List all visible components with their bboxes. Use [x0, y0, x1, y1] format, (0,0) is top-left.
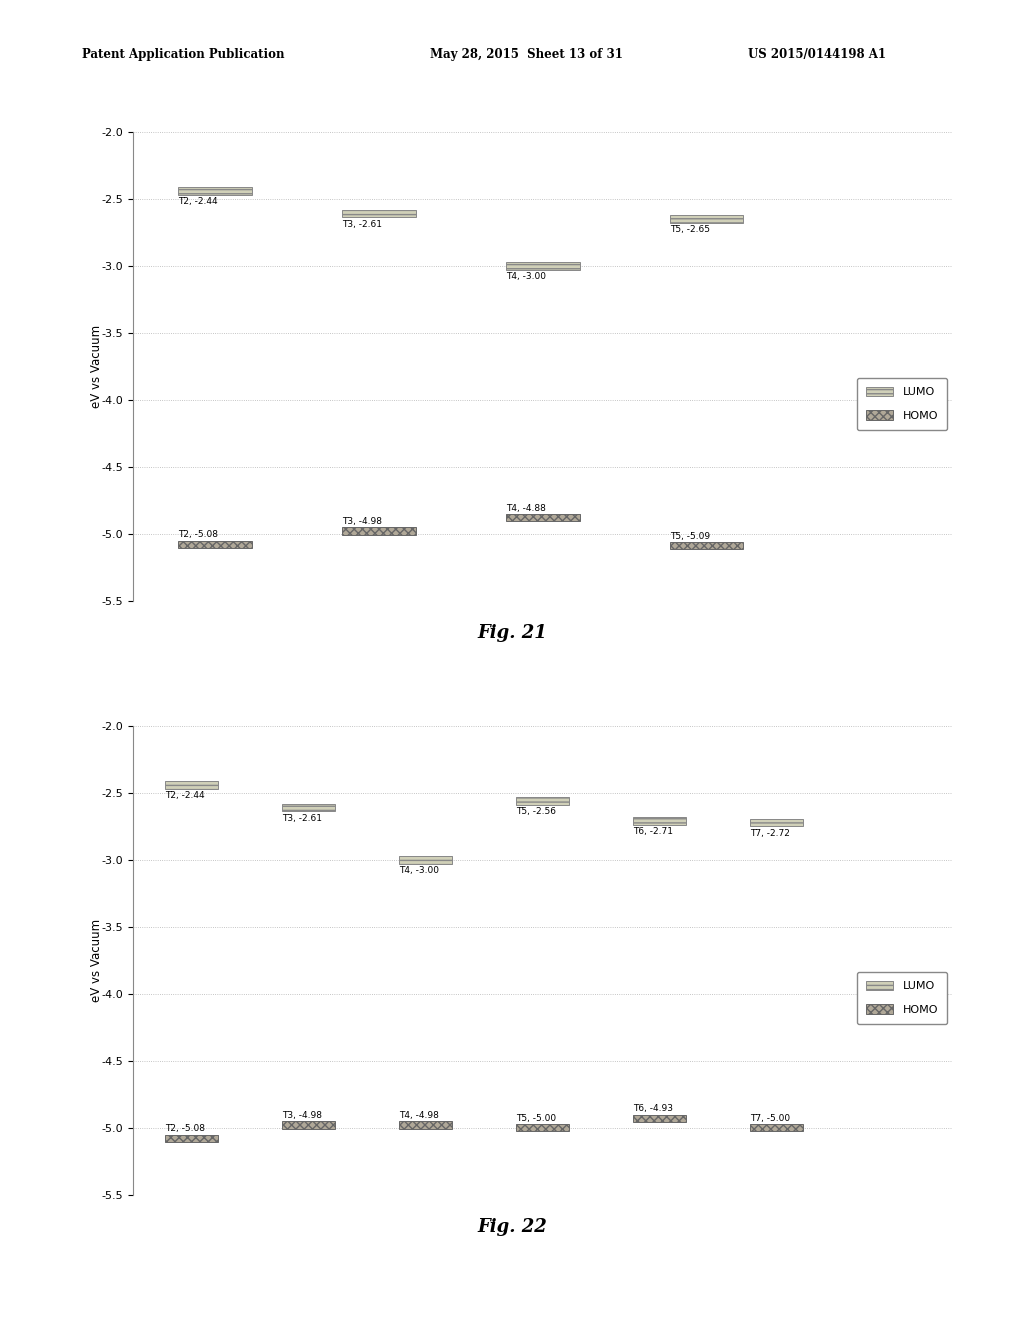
- Text: T7, -2.72: T7, -2.72: [751, 829, 791, 838]
- Bar: [342, 527, 416, 535]
- Legend: LUMO, HOMO: LUMO, HOMO: [857, 378, 947, 430]
- Text: T2, -2.44: T2, -2.44: [165, 791, 205, 800]
- Bar: [516, 1123, 569, 1131]
- Text: T4, -4.88: T4, -4.88: [506, 503, 546, 512]
- Bar: [342, 210, 416, 218]
- Bar: [283, 1121, 335, 1129]
- Text: T3, -2.61: T3, -2.61: [283, 814, 323, 824]
- Bar: [634, 817, 686, 825]
- Bar: [670, 215, 743, 223]
- Bar: [283, 804, 335, 812]
- Text: T3, -4.98: T3, -4.98: [342, 517, 382, 525]
- Text: T3, -2.61: T3, -2.61: [342, 220, 382, 230]
- Text: T7, -5.00: T7, -5.00: [751, 1114, 791, 1122]
- Text: T2, -5.08: T2, -5.08: [165, 1125, 205, 1134]
- Bar: [506, 263, 580, 269]
- Bar: [670, 543, 743, 549]
- Text: T2, -2.44: T2, -2.44: [178, 197, 218, 206]
- Text: T3, -4.98: T3, -4.98: [283, 1111, 323, 1119]
- Legend: LUMO, HOMO: LUMO, HOMO: [857, 972, 947, 1024]
- Text: Fig. 21: Fig. 21: [477, 624, 547, 643]
- Y-axis label: eV vs Vacuum: eV vs Vacuum: [89, 325, 102, 408]
- Text: T2, -5.08: T2, -5.08: [178, 531, 218, 540]
- Bar: [399, 1121, 452, 1129]
- Text: T6, -4.93: T6, -4.93: [634, 1105, 674, 1113]
- Y-axis label: eV vs Vacuum: eV vs Vacuum: [89, 919, 102, 1002]
- Bar: [751, 1123, 803, 1131]
- Bar: [506, 513, 580, 521]
- Bar: [751, 818, 803, 826]
- Text: T5, -2.56: T5, -2.56: [516, 808, 556, 816]
- Text: US 2015/0144198 A1: US 2015/0144198 A1: [748, 48, 886, 61]
- Bar: [399, 857, 452, 863]
- Bar: [178, 187, 252, 194]
- Bar: [165, 781, 218, 788]
- Bar: [634, 1114, 686, 1122]
- Text: T4, -3.00: T4, -3.00: [399, 866, 439, 875]
- Text: T5, -2.65: T5, -2.65: [670, 226, 710, 235]
- Text: May 28, 2015  Sheet 13 of 31: May 28, 2015 Sheet 13 of 31: [430, 48, 623, 61]
- Text: T5, -5.00: T5, -5.00: [516, 1114, 556, 1122]
- Text: Fig. 22: Fig. 22: [477, 1218, 547, 1237]
- Bar: [516, 797, 569, 805]
- Text: T5, -5.09: T5, -5.09: [670, 532, 710, 541]
- Bar: [178, 541, 252, 548]
- Text: T4, -4.98: T4, -4.98: [399, 1111, 439, 1119]
- Text: T4, -3.00: T4, -3.00: [506, 272, 546, 281]
- Text: Patent Application Publication: Patent Application Publication: [82, 48, 285, 61]
- Text: T6, -2.71: T6, -2.71: [634, 828, 674, 837]
- Bar: [165, 1135, 218, 1142]
